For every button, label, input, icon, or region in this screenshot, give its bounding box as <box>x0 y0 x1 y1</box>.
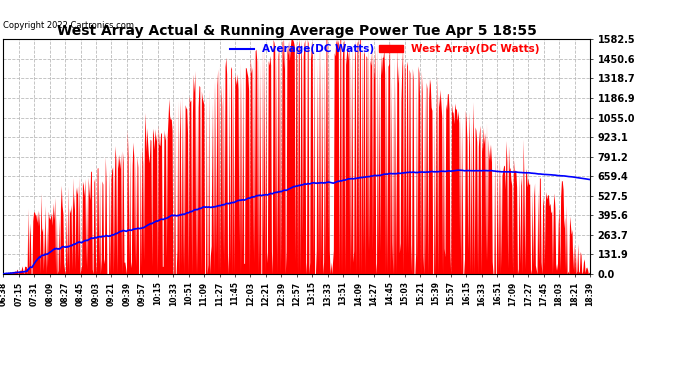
Title: West Array Actual & Running Average Power Tue Apr 5 18:55: West Array Actual & Running Average Powe… <box>57 24 537 38</box>
Text: Copyright 2022 Cartronics.com: Copyright 2022 Cartronics.com <box>3 21 135 30</box>
Legend: Average(DC Watts), West Array(DC Watts): Average(DC Watts), West Array(DC Watts) <box>230 44 540 54</box>
